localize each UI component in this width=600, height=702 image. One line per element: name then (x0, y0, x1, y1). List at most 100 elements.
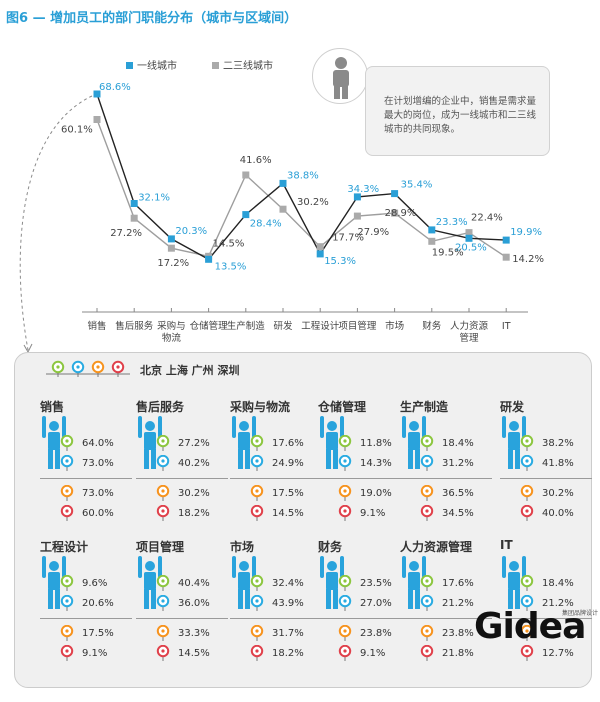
city-value-row: 17.6% (250, 434, 330, 454)
person-arms-up-icon (402, 416, 426, 469)
map-pin-icon (250, 455, 264, 471)
data-label-tier1: 15.3% (324, 256, 356, 267)
data-label-tier1: 20.5% (455, 242, 487, 253)
map-pin-icon (250, 505, 264, 521)
category-card: 研发 38.2% 41.8% 30.2% 40.0% (500, 398, 596, 528)
data-label-tier23: 30.2% (297, 197, 329, 208)
map-pin-icon (71, 360, 85, 377)
city-value-row: 21.2% (420, 594, 500, 614)
data-point-tier1 (465, 234, 473, 242)
person-arms-up-icon (232, 556, 256, 609)
category-card: 财务 23.5% 27.0% 23.8% 9.1% (318, 538, 414, 668)
map-pin-icon (420, 595, 434, 611)
map-pin-icon (520, 645, 534, 661)
person-arms-up-icon (232, 416, 256, 469)
data-point-tier1 (391, 190, 399, 198)
city-value: 14.3% (360, 458, 392, 469)
map-pin-icon (420, 505, 434, 521)
city-value: 36.0% (178, 598, 210, 609)
map-pin-icon (111, 360, 125, 377)
map-pin-icon (156, 455, 170, 471)
connector-arrowhead (23, 343, 33, 352)
city-value-row: 33.3% (156, 624, 236, 644)
person-arms-up-icon (138, 416, 162, 469)
map-pin-icon (156, 435, 170, 451)
category-divider (400, 618, 492, 619)
city-value: 19.0% (360, 488, 392, 499)
category-title: 销售 (40, 400, 65, 414)
data-label-tier1: 38.8% (287, 170, 319, 181)
legend-swatch-tier1 (126, 62, 133, 69)
map-pin-icon (520, 485, 534, 501)
city-value-row: 73.0% (60, 484, 140, 504)
city-value-row: 24.9% (250, 454, 330, 474)
data-label-tier23: 41.6% (240, 155, 272, 166)
map-pin-icon (420, 645, 434, 661)
city-value-row: 18.4% (520, 574, 600, 594)
city-value-row: 23.5% (338, 574, 418, 594)
person-arms-up-icon (320, 416, 344, 469)
map-pin-icon (250, 625, 264, 641)
data-point-tier1 (130, 200, 138, 207)
x-tick-label: 工程设计 (301, 320, 340, 332)
category-title: 生产制造 (400, 400, 449, 414)
city-value: 30.2% (542, 488, 574, 499)
city-value: 11.8% (360, 438, 392, 449)
map-pin-icon (60, 455, 74, 471)
category-title: IT (500, 538, 513, 552)
gidea-watermark: Gidea 集团品牌设计 (474, 602, 598, 654)
data-point-tier1 (167, 235, 175, 243)
map-pin-icon (60, 625, 74, 641)
city-value-row: 9.1% (338, 504, 418, 524)
city-value-row: 9.6% (60, 574, 140, 594)
x-tick-label: 售后服务 (115, 320, 154, 332)
category-divider (500, 478, 592, 479)
map-pin-icon (420, 435, 434, 451)
map-pin-icon (250, 645, 264, 661)
city-value-row: 41.8% (520, 454, 600, 474)
x-tick-label: 采购与 (157, 320, 186, 332)
city-value-row: 27.2% (156, 434, 236, 454)
city-value: 33.3% (178, 628, 210, 639)
map-pin-icon (338, 625, 352, 641)
x-tick-label: 管理 (459, 332, 479, 344)
city-value-row: 38.2% (520, 434, 600, 454)
city-value-row: 21.2% (520, 594, 600, 614)
data-point-tier1 (279, 179, 287, 187)
city-value-row: 17.6% (420, 574, 500, 594)
map-pin-icon (338, 645, 352, 661)
city-value: 32.4% (272, 578, 304, 589)
city-value-row: 14.3% (338, 454, 418, 474)
city-value: 9.1% (82, 648, 108, 659)
city-value: 27.0% (360, 598, 392, 609)
map-pin-icon (250, 435, 264, 451)
map-pin-icon (338, 435, 352, 451)
data-label-tier1: 32.1% (138, 193, 170, 204)
city-value: 31.2% (442, 458, 474, 469)
callout-text: 在计划增编的企业中，销售是需求量最大的岗位，成为一线城市和二三线城市的共同现象。 (384, 96, 537, 135)
city-value: 43.9% (272, 598, 304, 609)
data-point-tier1 (205, 255, 213, 263)
city-value-row: 27.0% (338, 594, 418, 614)
map-pin-icon (156, 625, 170, 641)
city-value: 40.2% (178, 458, 210, 469)
chart-title: 图6 — 增加员工的部门职能分布（城市与区域间） (6, 11, 298, 26)
data-point-tier23 (279, 205, 287, 213)
data-label-tier23: 19.5% (432, 247, 464, 258)
data-point-tier23 (391, 209, 399, 217)
city-value-row: 18.2% (250, 644, 330, 664)
city-value-row (520, 624, 600, 644)
city-legend-label: 北京 上海 广州 深圳 (140, 364, 240, 377)
map-pin-icon (250, 595, 264, 611)
map-pin-icon (156, 505, 170, 521)
person-arms-up-icon (42, 416, 66, 469)
data-label-tier1: 35.4% (401, 180, 433, 191)
watermark-logo-text: Gidea (474, 606, 586, 647)
city-value-row: 11.8% (338, 434, 418, 454)
data-label-tier23: 17.2% (157, 258, 189, 269)
category-divider (230, 618, 322, 619)
city-value: 14.5% (178, 648, 210, 659)
data-point-tier23 (502, 253, 510, 261)
city-value-row: 36.5% (420, 484, 500, 504)
x-tick-label: IT (502, 321, 511, 332)
